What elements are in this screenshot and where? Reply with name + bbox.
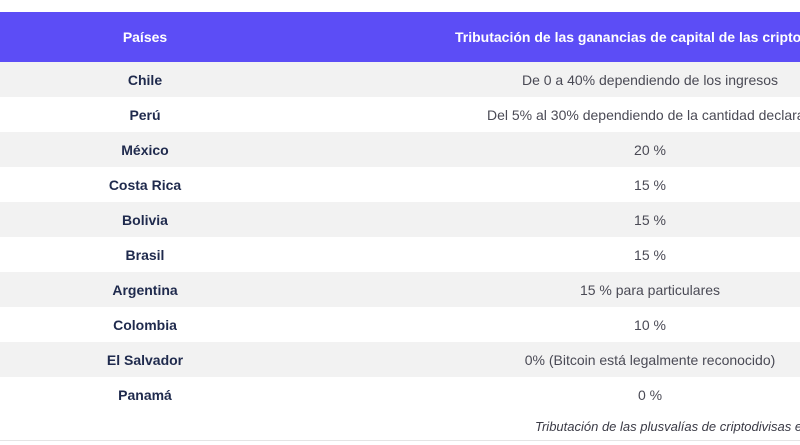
tax-cell: 15 % para particulares bbox=[579, 281, 721, 298]
tax-cell: 0% (Bitcoin está legalmente reconocido) bbox=[524, 351, 776, 368]
country-cell: El Salvador bbox=[106, 351, 184, 368]
country-cell: Bolivia bbox=[122, 211, 168, 228]
country-cell: Argentina bbox=[112, 281, 178, 298]
table-row: México 20 % bbox=[0, 132, 800, 167]
table-row: Argentina 15 % para particulares bbox=[0, 272, 800, 307]
caption: Tributación de las plusvalías de criptod… bbox=[535, 419, 800, 434]
header-cell: Países bbox=[122, 29, 168, 45]
table-row: Perú Del 5% al 30% dependiendo de la cant… bbox=[0, 97, 800, 132]
table-row: Brasil 15 % bbox=[0, 237, 800, 272]
tax-cell: 15 % bbox=[634, 176, 666, 193]
table-row: Bolivia 15 % bbox=[0, 202, 800, 237]
table-row: Panamá 0 % bbox=[0, 377, 800, 412]
table-row: El Salvador 0% (Bitcoin está legalmente r… bbox=[0, 342, 800, 377]
divider bbox=[0, 440, 800, 441]
country-cell: Costa Rica bbox=[108, 176, 182, 193]
country-cell: Chile bbox=[127, 71, 163, 88]
tax-cell: De 0 a 40% dependiendo de los ingresos bbox=[521, 71, 779, 88]
table-row: Colombia 10 % bbox=[0, 307, 800, 342]
tax-cell: 10 % bbox=[634, 316, 666, 333]
table-header: Países Tributación de las ganancias de c… bbox=[0, 12, 800, 62]
tax-cell: Del 5% al 30% dependiendo de la cantidad… bbox=[487, 106, 800, 123]
table-row: Costa Rica 15 % bbox=[0, 167, 800, 202]
country-cell: Colombia bbox=[113, 316, 177, 333]
country-cell: México bbox=[121, 141, 169, 158]
country-cell: Brasil bbox=[125, 246, 165, 263]
header-cell: Tributación de las ganancias de capital … bbox=[455, 29, 800, 45]
country-cell: Perú bbox=[129, 106, 161, 123]
tax-cell: 15 % bbox=[634, 211, 666, 228]
table-row: Chile De 0 a 40% dependiendo de los ingre… bbox=[0, 62, 800, 97]
tax-cell: 20 % bbox=[634, 141, 666, 158]
tax-cell: 0 % bbox=[637, 386, 663, 403]
country-cell: Panamá bbox=[118, 386, 172, 403]
tax-cell: 15 % bbox=[634, 246, 666, 263]
